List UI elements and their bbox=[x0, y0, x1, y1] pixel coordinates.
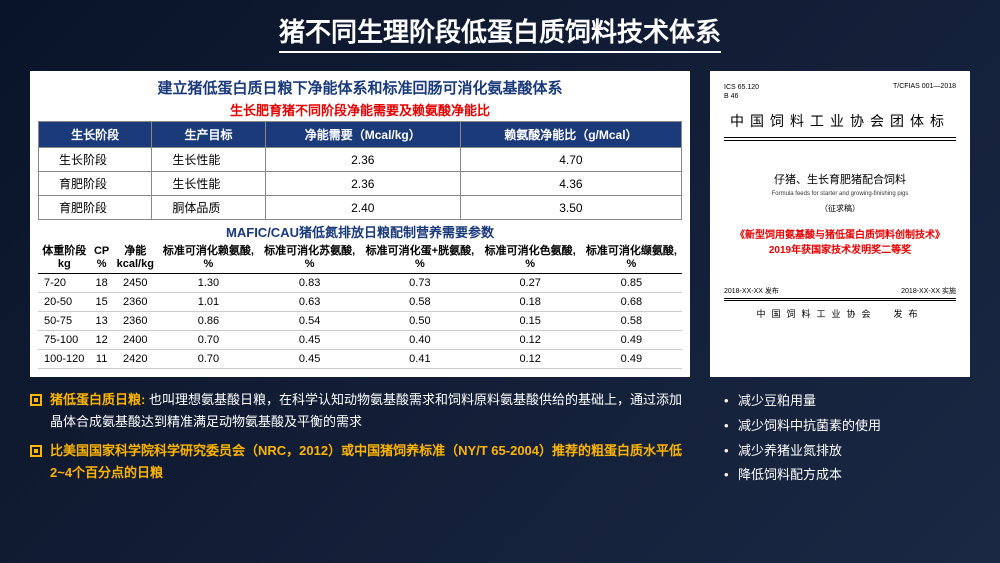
doc-sub-en: Formula feeds for starter and growing-fi… bbox=[724, 191, 956, 197]
dot-item: 减少豆粕用量 bbox=[720, 389, 970, 414]
bullet-1: 猪低蛋白质日粮: 也叫理想氨基酸日粮，在科学认知动物氨基酸需求和饲料原料氨基酸供… bbox=[30, 389, 690, 433]
left-panel: 建立猪低蛋白质日粮下净能体系和标准回肠可消化氨基酸体系 生长肥育猪不同阶段净能需… bbox=[30, 71, 690, 377]
square-icon bbox=[30, 394, 42, 406]
bullets-left: 猪低蛋白质日粮: 也叫理想氨基酸日粮，在科学认知动物氨基酸需求和饲料原料氨基酸供… bbox=[30, 389, 690, 489]
table-header: 标准可消化蛋+胱氨酸,% bbox=[360, 243, 479, 274]
bottom-row: 猪低蛋白质日粮: 也叫理想氨基酸日粮，在科学认知动物氨基酸需求和饲料原料氨基酸供… bbox=[0, 377, 1000, 489]
document-preview: ICS 65.120 B 46 T/CFIAS 001—2018 中国饲料工业协… bbox=[710, 71, 970, 377]
doc-draft: （征求稿） bbox=[724, 203, 956, 214]
square-icon bbox=[30, 445, 42, 457]
table-header: 标准可消化苏氨酸,% bbox=[259, 243, 360, 274]
table-net-energy: 生长阶段生产目标净能需要（Mcal/kg）赖氨酸净能比（g/Mcal） 生长阶段… bbox=[38, 121, 682, 220]
table-row: 100-1201124200.700.450.410.120.49 bbox=[38, 350, 682, 369]
table-header: 标准可消化色氨酸,% bbox=[480, 243, 581, 274]
content-row: 建立猪低蛋白质日粮下净能体系和标准回肠可消化氨基酸体系 生长肥育猪不同阶段净能需… bbox=[0, 61, 1000, 377]
bullets-right: 减少豆粕用量减少饲料中抗菌素的使用减少养猪业氮排放降低饲料配方成本 bbox=[720, 389, 970, 489]
mid-title: MAFIC/CAU猪低氮排放日粮配制营养需要参数 bbox=[38, 222, 682, 241]
table-row: 7-201824501.300.830.730.270.85 bbox=[38, 274, 682, 293]
title-bar: 猪不同生理阶段低蛋白质饲料技术体系 bbox=[0, 0, 1000, 61]
doc-issuer: 中国饲料工业协会 发布 bbox=[724, 307, 956, 320]
table-header: CP% bbox=[91, 243, 113, 274]
table-header: 生长阶段 bbox=[39, 122, 152, 148]
doc-award: 《新型饲用氨基酸与猪低蛋白质饲料创制技术》 2019年获国家技术发明奖二等奖 bbox=[724, 228, 956, 258]
table-header: 净能kcal/kg bbox=[113, 243, 158, 274]
dot-item: 降低饲料配方成本 bbox=[720, 463, 970, 488]
page-title: 猪不同生理阶段低蛋白质饲料技术体系 bbox=[279, 12, 721, 53]
table-header: 标准可消化缬氨酸,% bbox=[581, 243, 682, 274]
doc-sub: 仔猪、生长育肥猪配合饲料 bbox=[724, 171, 956, 187]
table-header: 标准可消化赖氨酸,% bbox=[158, 243, 259, 274]
table-header: 赖氨酸净能比（g/Mcal） bbox=[460, 122, 681, 148]
table-header: 生产目标 bbox=[152, 122, 265, 148]
table-row: 50-751323600.860.540.500.150.58 bbox=[38, 312, 682, 331]
table-row: 20-501523601.010.630.580.180.68 bbox=[38, 293, 682, 312]
table-row: 育肥阶段生长性能2.364.36 bbox=[39, 172, 682, 196]
table-row: 育肥阶段胴体品质2.403.50 bbox=[39, 196, 682, 220]
table-row: 生长阶段生长性能2.364.70 bbox=[39, 148, 682, 172]
dot-item: 减少饲料中抗菌素的使用 bbox=[720, 414, 970, 439]
doc-dates: 2018-XX-XX 发布 2018-XX-XX 实施 bbox=[724, 286, 956, 299]
table-header: 净能需要（Mcal/kg） bbox=[265, 122, 460, 148]
panel-subtitle-red: 生长肥育猪不同阶段净能需要及赖氨酸净能比 bbox=[38, 100, 682, 119]
table-header: 体重阶段kg bbox=[38, 243, 91, 274]
table-nutrition-params: 体重阶段kgCP%净能kcal/kg标准可消化赖氨酸,%标准可消化苏氨酸,%标准… bbox=[38, 243, 682, 369]
table-row: 75-1001224000.700.450.400.120.49 bbox=[38, 331, 682, 350]
bullet-2: 比美国国家科学院科学研究委员会（NRC，2012）或中国猪饲养标准（NY/T 6… bbox=[30, 440, 690, 484]
dot-item: 减少养猪业氮排放 bbox=[720, 439, 970, 464]
doc-main-title: 中国饲料工业协会团体标 bbox=[724, 111, 956, 138]
doc-code: T/CFIAS 001—2018 bbox=[893, 83, 956, 90]
panel-heading: 建立猪低蛋白质日粮下净能体系和标准回肠可消化氨基酸体系 bbox=[38, 77, 682, 98]
